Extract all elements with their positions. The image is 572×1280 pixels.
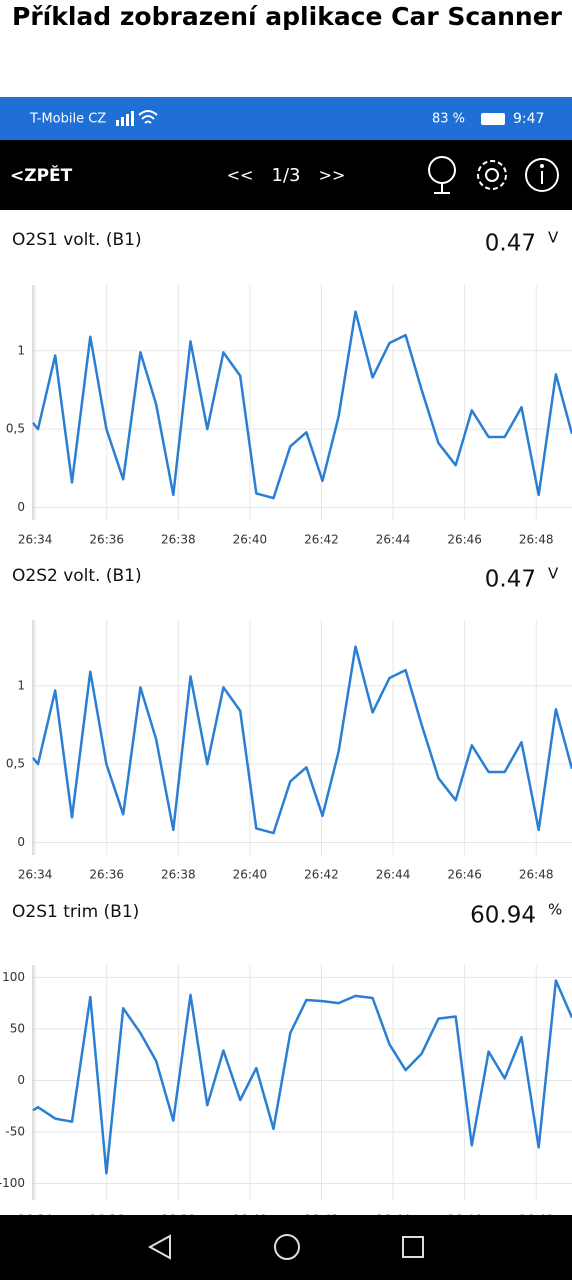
x-tick-label: 26:48 — [519, 533, 554, 547]
y-tick-label: 1 — [17, 343, 25, 357]
data-line — [32, 310, 572, 500]
y-tick-label: 100 — [2, 970, 25, 984]
x-tick-label: 26:46 — [447, 868, 482, 882]
current-value: 60.94 — [470, 903, 536, 929]
nav-back[interactable] — [147, 1234, 171, 1260]
settings-button[interactable] — [477, 160, 507, 190]
y-tick-label: 0 — [17, 1073, 25, 1087]
x-tick-label: 26:36 — [89, 868, 124, 882]
x-tick-label: 26:48 — [519, 868, 554, 882]
unit: V — [548, 229, 559, 247]
x-tick-label: 26:34 — [18, 868, 53, 882]
data-line — [32, 979, 572, 1175]
clock: 9:47 — [513, 111, 544, 127]
prev-button[interactable]: << — [227, 166, 254, 185]
x-tick-label: 26:42 — [304, 868, 339, 882]
wifi-icon — [138, 110, 158, 124]
y-tick-label: -100 — [0, 1176, 25, 1190]
back-button[interactable]: <ZPĚT — [10, 164, 73, 186]
carrier: T-Mobile CZ — [29, 112, 106, 127]
page-indicator: 1/3 — [272, 165, 301, 186]
nav-recent[interactable] — [402, 1236, 424, 1258]
battery-level: 83 % — [432, 112, 465, 127]
y-tick-label: 0 — [17, 500, 25, 514]
mic-button[interactable] — [428, 156, 456, 194]
charts: O2S1 volt. (B1) 0.47 V 26:34 26:36 26:38 26:40… — [0, 229, 572, 1227]
status-bar — [0, 97, 572, 140]
y-tick-label: 1 — [17, 678, 25, 692]
next-button[interactable]: >> — [319, 166, 346, 185]
chart-title: O2S2 volt. (B1) — [12, 566, 142, 586]
signal-icon — [116, 111, 134, 126]
current-value: 0.47 — [485, 567, 536, 593]
x-tick-label: 26:34 — [18, 533, 53, 547]
x-tick-label: 26:40 — [233, 868, 268, 882]
chart-title: O2S1 volt. (B1) — [12, 230, 142, 250]
x-tick-label: 26:46 — [447, 533, 482, 547]
unit: % — [548, 901, 562, 919]
x-tick-label: 26:40 — [233, 533, 268, 547]
x-tick-label: 26:42 — [304, 533, 339, 547]
x-tick-label: 26:38 — [161, 533, 196, 547]
chart-title: O2S1 trim (B1) — [12, 902, 139, 922]
x-tick-label: 26:44 — [376, 868, 411, 882]
info-button[interactable] — [525, 158, 559, 192]
y-tick-label: 50 — [10, 1021, 25, 1035]
nav-home[interactable] — [274, 1234, 300, 1260]
nav-bar — [0, 1215, 572, 1280]
y-tick-label: -50 — [5, 1124, 25, 1138]
current-value: 0.47 — [485, 231, 536, 257]
y-tick-label: 0 — [17, 835, 25, 849]
unit: V — [548, 565, 559, 583]
y-tick-label: 0,5 — [6, 422, 25, 436]
battery-icon — [481, 113, 505, 125]
page-title: Příklad zobrazení aplikace Car Scanner — [12, 2, 563, 31]
data-line — [32, 645, 572, 835]
x-tick-label: 26:36 — [89, 533, 124, 547]
y-tick-label: 0,5 — [6, 757, 25, 771]
toolbar — [0, 140, 572, 210]
x-tick-label: 26:44 — [376, 533, 411, 547]
x-tick-label: 26:38 — [161, 868, 196, 882]
